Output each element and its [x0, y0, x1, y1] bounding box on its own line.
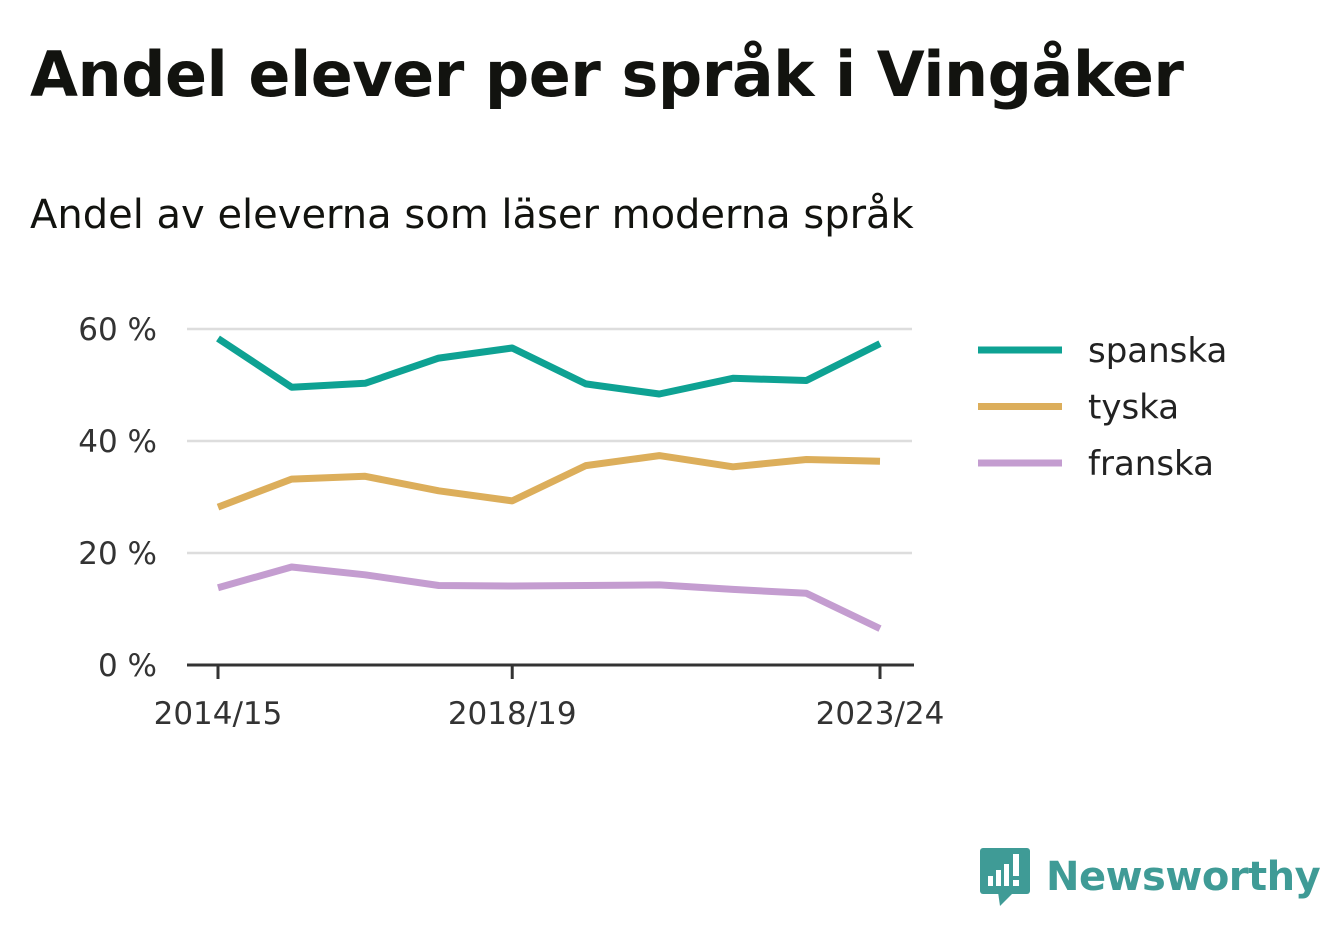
x-tick-label: 2014/15 [154, 696, 283, 732]
x-tick-label: 2023/24 [816, 696, 945, 732]
chart-subtitle: Andel av eleverna som läser moderna språ… [30, 192, 914, 238]
legend-label-franska: franska [1088, 444, 1214, 484]
y-tick-label: 20 % [78, 536, 157, 572]
y-tick-label: 60 % [78, 312, 157, 348]
series-line-spanska [216, 335, 882, 398]
y-tick-label: 40 % [78, 424, 157, 460]
gridlines [187, 327, 912, 555]
brand-name: Newsworthy [1046, 854, 1321, 900]
series-line-tyska [216, 452, 881, 511]
y-tick-label: 0 % [98, 648, 157, 684]
legend-label-tyska: tyska [1088, 388, 1179, 428]
axes: 0 % 20 % 40 % 60 % 2014/15 2018/19 2023/24 [78, 312, 944, 732]
series-lines [216, 335, 882, 632]
legend-label-spanska: spanska [1088, 331, 1227, 371]
newsworthy-logo: Newsworthy [980, 846, 1321, 908]
series-line-franska [217, 563, 882, 632]
newsworthy-logo-icon [980, 848, 1030, 906]
chart-title: Andel elever per språk i Vingåker [30, 38, 1184, 111]
x-tick-label: 2018/19 [448, 696, 577, 732]
legend: spanska tyska franska [978, 331, 1227, 484]
